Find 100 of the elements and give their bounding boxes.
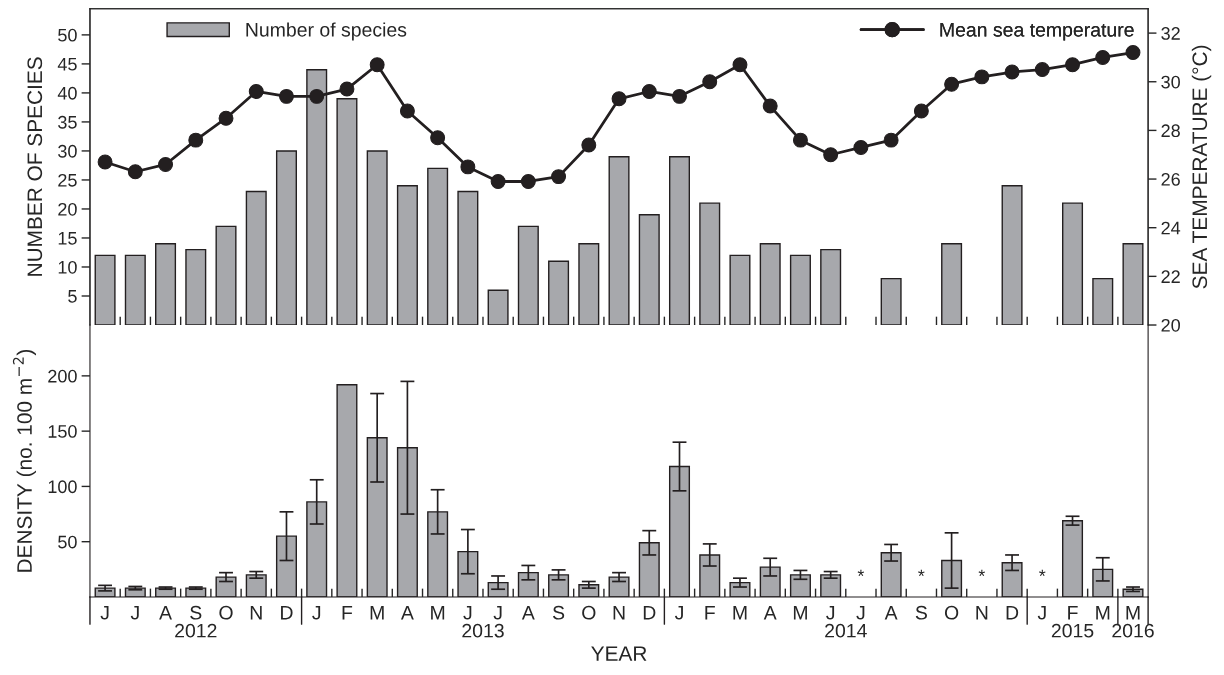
x-tick-label: J — [463, 606, 472, 620]
x-tick-label: N — [613, 606, 625, 620]
y2-tick-label: 26 — [1161, 172, 1180, 186]
bar — [396, 185, 418, 326]
x-tick-label: J — [826, 606, 835, 620]
x-tick-label: J — [312, 606, 321, 620]
bar — [94, 254, 116, 326]
point — [551, 169, 567, 185]
bar — [789, 254, 811, 326]
bar — [245, 190, 267, 326]
x-tick-label: M — [431, 606, 445, 620]
y-tick-label: 40 — [57, 86, 77, 100]
y2-tick-label: 22 — [1161, 270, 1180, 283]
x-tick-label: M — [1096, 606, 1110, 620]
point — [520, 174, 536, 189]
point — [581, 137, 597, 153]
point — [823, 147, 839, 163]
text: * — [918, 569, 925, 577]
x-tick-label: J — [674, 606, 683, 620]
y2-tick-label: 24 — [1161, 221, 1181, 235]
y2-tick-label: 32 — [1161, 27, 1180, 40]
x-tick-label: S — [552, 605, 565, 620]
y-tick-label: 50 — [58, 535, 77, 549]
point — [279, 88, 294, 104]
text: 2013 — [462, 623, 504, 638]
point — [611, 91, 627, 107]
x-tick-label: A — [159, 606, 172, 620]
point — [460, 159, 476, 175]
x-tick-label: J — [100, 606, 109, 620]
bar — [124, 254, 146, 326]
bar — [1001, 185, 1023, 326]
y2-axis-title: SEA TEMPERATURE (°C) — [1191, 45, 1212, 289]
bar — [880, 277, 902, 326]
bar — [578, 243, 600, 326]
x-tick-label: O — [944, 605, 959, 620]
text: 2016 — [1112, 623, 1154, 638]
x-tick-label: F — [705, 606, 715, 620]
legend-label: Mean sea temperature — [940, 23, 1134, 41]
x-tick-label: M — [1126, 606, 1140, 620]
point — [218, 110, 234, 126]
point — [158, 157, 174, 172]
x-tick-label: J — [856, 606, 865, 620]
point — [430, 130, 446, 146]
bar — [941, 243, 963, 326]
text: 2012 — [175, 623, 217, 638]
bar — [275, 150, 297, 326]
y-tick-label: 100 — [48, 480, 77, 494]
x-tick-label: M — [793, 606, 807, 620]
bar — [517, 225, 539, 326]
x-tick-label: S — [190, 605, 202, 620]
bar — [1092, 277, 1114, 326]
x-tick-label: J — [493, 606, 502, 620]
x-tick-label: N — [976, 606, 988, 620]
y-tick-label: 150 — [48, 425, 77, 438]
point — [1065, 57, 1080, 73]
point — [883, 132, 899, 148]
point — [641, 84, 657, 99]
y-tick-label: 30 — [58, 144, 77, 158]
bar — [427, 167, 449, 326]
x-tick-label: A — [400, 606, 414, 620]
text: 2014 — [825, 623, 867, 638]
point — [1125, 45, 1141, 61]
y-tick-label: 25 — [58, 173, 77, 187]
point — [913, 103, 929, 119]
bar — [1062, 202, 1084, 326]
point — [672, 88, 687, 104]
x-axis-title: YEAR — [591, 646, 647, 661]
y-tick-label: 35 — [58, 115, 77, 129]
point — [339, 81, 355, 97]
bar — [215, 225, 237, 326]
point — [490, 174, 506, 189]
point — [732, 57, 748, 73]
text: * — [857, 569, 865, 577]
point — [399, 103, 415, 119]
point — [792, 132, 808, 148]
point — [127, 164, 143, 180]
bar — [366, 150, 388, 326]
point — [974, 69, 990, 85]
x-tick-label: J — [130, 606, 139, 620]
y2-tick-label: 28 — [1161, 124, 1180, 138]
point — [1095, 49, 1111, 65]
legend-label: Number of species — [246, 22, 407, 41]
bar — [668, 156, 691, 326]
y-tick-label: 20 — [58, 202, 77, 216]
bar — [820, 248, 842, 326]
text: 2015 — [1051, 623, 1094, 638]
bar — [185, 248, 207, 326]
x-tick-label: D — [643, 606, 656, 620]
x-tick-label: J — [1037, 606, 1046, 620]
point — [97, 154, 113, 170]
x-tick-label: F — [342, 606, 353, 620]
y-axis-title: DENSITY (no. 100 m$^{−2}$) — [12, 349, 37, 572]
x-tick-label: N — [250, 606, 262, 620]
x-tick-label: O — [219, 605, 233, 620]
bar — [759, 243, 781, 326]
bar — [336, 98, 358, 326]
point — [248, 84, 264, 99]
bar — [457, 190, 479, 326]
point — [309, 88, 325, 104]
point — [944, 76, 960, 92]
